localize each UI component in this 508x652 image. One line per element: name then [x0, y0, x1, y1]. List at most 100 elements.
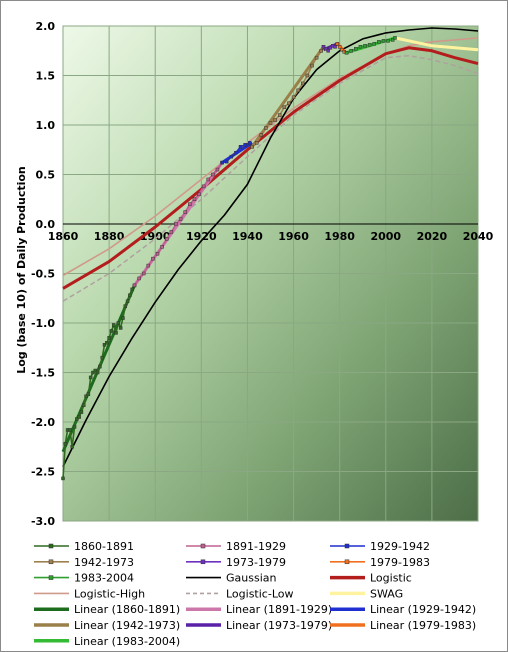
series-1860-1891-point [93, 368, 98, 373]
legend-1929-1942-label: 1929-1942 [370, 540, 430, 553]
legend-1983-2004-label: 1983-2004 [74, 572, 134, 585]
series-logistic-low-line [62, 54, 479, 302]
x-tick-label: 1940 [232, 230, 263, 243]
series-1891-1929-point [165, 237, 169, 241]
series-1860-1891-point [114, 331, 118, 335]
y-tick-label: -1.5 [31, 367, 55, 380]
legend-1973-1979-marker [200, 559, 206, 565]
legend-linear-1942-1973-label: Linear (1942-1973) [74, 619, 180, 632]
plot-series [61, 27, 479, 481]
series-1891-1929-point [183, 210, 187, 214]
legend-1979-1983-label: 1979-1983 [370, 556, 430, 569]
y-tick-label: -1.0 [31, 317, 55, 330]
series-1929-1942-point [224, 159, 229, 164]
series-1860-1891-point [111, 323, 116, 327]
legend-linear-1983-2004-label: Linear (1983-2004) [74, 635, 180, 648]
series-1860-1891-point [79, 410, 84, 414]
series-1942-1973-point [282, 105, 287, 109]
series-1860-1891-point [116, 321, 121, 325]
series-1942-1973-point [259, 133, 264, 137]
legend-linear-1860-1891-label: Linear (1860-1891) [74, 603, 180, 616]
series-1973-1979-point [321, 45, 326, 49]
series-1973-1979-point [328, 46, 333, 50]
series-1860-1891-point [95, 370, 100, 375]
y-tick-labels: -3.0 -2.5 -2.0 -1.5 -1.0 -0.5 0.0 0.5 1.0 1.5 2.0 [31, 20, 55, 528]
series-1891-1929-point [146, 263, 151, 268]
series-1983-2004-point [386, 39, 390, 43]
series-1942-1973-point [296, 88, 300, 93]
series-1860-1891-point [63, 442, 68, 446]
series-1983-2004-point [363, 44, 367, 48]
legend-logistic-label: Logistic [370, 572, 412, 585]
series-1942-1973-point [310, 63, 314, 68]
series-1891-1929-point [188, 202, 192, 206]
series-logistic-high-line [62, 37, 479, 277]
series-1860-1891-point [107, 336, 111, 340]
series-1983-2004-point [390, 38, 395, 42]
legend-1983-2004-marker [48, 575, 54, 580]
series-1929-1942-point [243, 143, 247, 147]
legend-logistic-low-label: Logistic-Low [226, 587, 293, 600]
series-1860-1891-point [86, 392, 91, 397]
series-1942-1973-point [287, 101, 291, 105]
series-1891-1929-point [141, 271, 146, 276]
series-1929-1942-point [248, 141, 252, 145]
series-1860-1891-point [91, 370, 95, 375]
series-1983-2004-point [344, 50, 349, 55]
series-1942-1973-point [254, 141, 259, 145]
series-1891-1929-point [151, 256, 155, 261]
x-tick-label: 1980 [324, 230, 355, 243]
series-1860-1891-point [130, 287, 134, 292]
series-1860-1891-point [100, 355, 104, 360]
series-1860-1891-point [68, 428, 72, 432]
series-1891-1929-point [211, 172, 215, 177]
series-1891-1929-point [174, 222, 178, 226]
series-1929-1942-point [220, 160, 224, 165]
series-1860-1891-point [70, 445, 74, 449]
y-tick-label: 0.5 [36, 169, 56, 182]
legend-linear-1929-1942-label: Linear (1929-1942) [370, 603, 476, 616]
series-1983-2004-point [372, 42, 376, 46]
x-tick-label: 1920 [186, 230, 217, 243]
series-1891-1929-point [160, 245, 164, 249]
legend-logistic-high-label: Logistic-High [74, 587, 145, 600]
series-logistic-line [62, 46, 479, 290]
series-1860-1891-point [98, 364, 102, 369]
series-1891-1929-point [169, 230, 174, 234]
y-tick-label: -2.0 [31, 416, 55, 429]
legend-1891-1929-marker [200, 543, 206, 549]
x-tick-label: 1880 [94, 230, 125, 243]
legend-1929-1942-marker [344, 543, 350, 549]
y-tick-label: 1.5 [36, 70, 56, 83]
series-1979-1983-point [335, 42, 340, 46]
series-1983-2004-point [354, 47, 358, 51]
y-tick-label: -3.0 [31, 515, 55, 528]
series-1973-1979-point [324, 47, 328, 51]
series-1973-1979-point [326, 49, 330, 53]
series-1973-1979-point [333, 45, 337, 49]
series-1891-1929-point [155, 251, 160, 256]
y-tick-label: 0.0 [36, 218, 56, 231]
series-1860-1891-point [82, 403, 86, 407]
legend-1979-1983-marker [344, 559, 350, 565]
series-1983-2004-point [377, 40, 381, 44]
series-gaussian-line [62, 27, 479, 467]
series-1860-1891-point [125, 299, 130, 303]
series-1860-1891-point [109, 329, 114, 333]
series-1891-1929-point [215, 167, 220, 172]
y-tick-label: 1.0 [36, 119, 56, 132]
series-1860-1891-point [102, 343, 107, 347]
series-1942-1973-point [250, 145, 254, 149]
series-1891-1929-point [197, 192, 201, 197]
grid-lines [62, 25, 479, 522]
y-axis-label: Log (base 10) of Daily Production [15, 166, 28, 374]
legend-swag-label: SWAG [370, 587, 403, 600]
legend-linear-1973-1979-label: Linear (1973-1979) [226, 619, 332, 632]
series-1983-2004-point [358, 45, 363, 49]
y-tick-label: 2.0 [36, 20, 56, 33]
series-1983-2004-point [367, 43, 372, 47]
series-swag-line [394, 36, 479, 52]
series-1979-1983-point [337, 45, 342, 49]
series-1891-1929-point [206, 177, 210, 182]
